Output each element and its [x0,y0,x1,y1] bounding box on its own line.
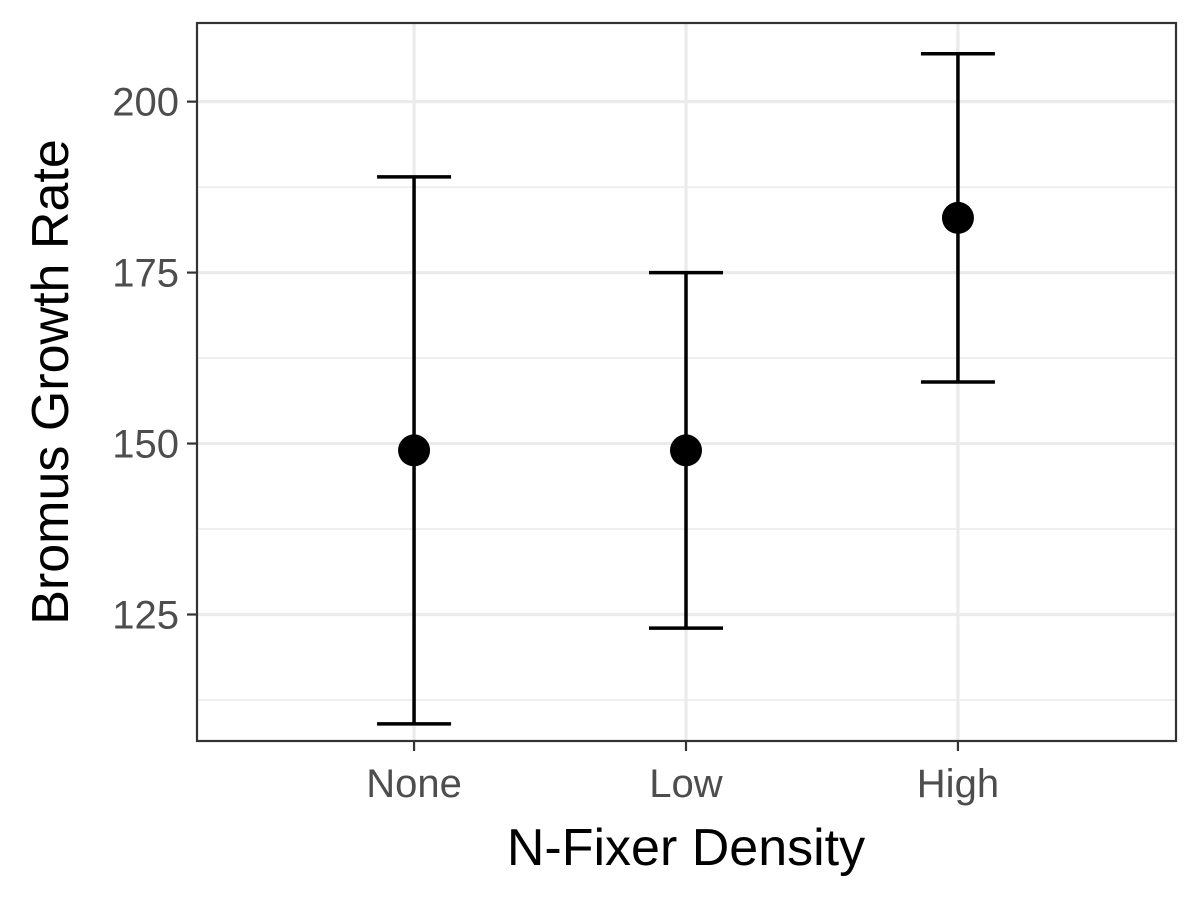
y-axis-title: Bromus Growth Rate [22,139,80,625]
x-tick-label: Low [649,762,722,806]
data-points [398,201,974,467]
x-tick-label: None [366,762,462,806]
axis-ticks [187,100,960,751]
mean-point-none [398,434,431,467]
x-tick-label: High [917,762,999,806]
y-tick-label: 200 [112,81,179,125]
y-tick-label: 150 [112,423,179,467]
tick-labels: 125 150 175 200 None Low High [112,81,999,806]
x-axis-title: N-Fixer Density [507,819,865,877]
mean-point-low [670,434,702,467]
y-tick-label: 175 [112,252,179,296]
y-tick-label: 125 [112,593,179,637]
mean-point-high [941,201,974,234]
